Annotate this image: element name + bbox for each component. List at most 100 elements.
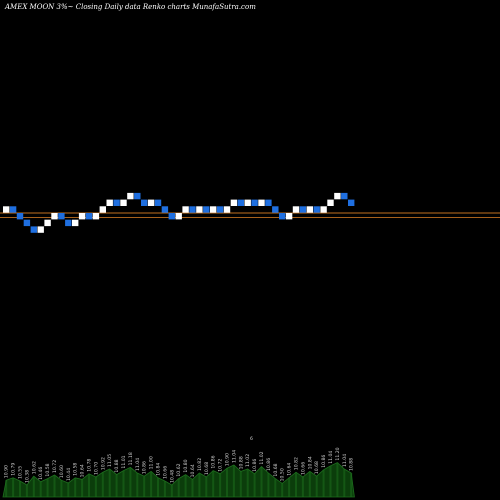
volume-bar bbox=[212, 470, 215, 497]
volume-bar bbox=[157, 477, 159, 497]
renko-brick bbox=[223, 206, 231, 213]
volume-bar bbox=[60, 480, 63, 497]
volume-label: 10.38 bbox=[24, 470, 30, 483]
volume-bar bbox=[267, 473, 270, 497]
volume-label: 10.55 bbox=[18, 466, 24, 479]
renko-brick bbox=[313, 206, 320, 213]
volume-label: 10.78 bbox=[87, 459, 93, 472]
renko-brick bbox=[23, 219, 31, 227]
volume-bar bbox=[343, 469, 346, 497]
volume-bar bbox=[163, 481, 166, 497]
volume-label: 10.66 bbox=[162, 466, 168, 479]
volume-label: 10.64 bbox=[80, 464, 86, 477]
volume-label: 10.72 bbox=[52, 460, 58, 473]
renko-brick bbox=[65, 219, 72, 227]
volume-label: 11.04 bbox=[135, 458, 141, 471]
renko-brick bbox=[147, 199, 155, 206]
renko-brick bbox=[341, 192, 348, 200]
volume-bar bbox=[198, 473, 201, 497]
volume-bar bbox=[108, 469, 111, 497]
renko-brick bbox=[120, 199, 127, 206]
volume-label: 11.02 bbox=[259, 451, 265, 464]
volume-bar bbox=[253, 473, 256, 497]
volume-bar bbox=[5, 480, 8, 497]
volume-bar bbox=[81, 479, 84, 497]
volume-label: 10.62 bbox=[176, 463, 182, 476]
volume-bar bbox=[46, 478, 49, 497]
renko-brick bbox=[265, 199, 272, 206]
volume-bar bbox=[205, 477, 208, 497]
volume-label: 10.58 bbox=[73, 463, 79, 476]
volume-label: 10.86 bbox=[252, 459, 258, 472]
volume-bar bbox=[115, 474, 118, 497]
renko-brick bbox=[106, 199, 113, 206]
volume-bar bbox=[219, 473, 222, 497]
renko-brick bbox=[3, 206, 10, 213]
chart-title: AMEX MOON 3%~ Closing Daily data Renko c… bbox=[4, 3, 256, 11]
volume-label: 10.86 bbox=[321, 455, 327, 468]
renko-brick bbox=[244, 199, 251, 206]
volume-bar bbox=[308, 471, 311, 497]
renko-brick bbox=[320, 206, 327, 213]
volume-label: 10.86 bbox=[211, 455, 217, 468]
renko-brick bbox=[230, 199, 238, 206]
renko-brick bbox=[30, 226, 37, 233]
volume-bar bbox=[329, 465, 332, 497]
renko-brick bbox=[37, 226, 44, 233]
renko-bricks bbox=[3, 192, 355, 233]
volume-label: 10.86 bbox=[266, 458, 272, 471]
volume-label: 10.84 bbox=[156, 463, 162, 476]
volume-bar bbox=[350, 473, 353, 497]
volume-panel bbox=[2, 462, 355, 498]
volume-label: 10.79 bbox=[11, 463, 17, 476]
renko-brick bbox=[327, 199, 334, 206]
volume-bar bbox=[101, 472, 104, 497]
volume-label: 10.68 bbox=[204, 462, 210, 475]
volume-bar bbox=[122, 470, 125, 497]
volume-label: 10.90 bbox=[4, 465, 10, 478]
renko-brick bbox=[44, 219, 51, 227]
renko-brick bbox=[279, 213, 286, 220]
volume-label: 10.64 bbox=[190, 464, 196, 477]
volume-bar bbox=[39, 481, 42, 497]
volume-label: 11.18 bbox=[128, 452, 134, 465]
renko-brick bbox=[196, 206, 203, 213]
volume-bar bbox=[184, 474, 187, 497]
volume-label: 11.05 bbox=[107, 454, 113, 467]
volume-label: 10.64 bbox=[287, 463, 293, 476]
renko-brick bbox=[58, 213, 65, 220]
renko-brick bbox=[168, 213, 175, 220]
renko-brick bbox=[72, 219, 79, 227]
volume-label: 10.48 bbox=[169, 470, 175, 483]
volume-label: 11.02 bbox=[245, 454, 251, 467]
renko-brick bbox=[9, 206, 17, 213]
volume-label: 10.88 bbox=[349, 458, 355, 471]
renko-brick bbox=[99, 206, 106, 213]
volume-bar bbox=[260, 466, 263, 497]
volume-bar bbox=[129, 467, 132, 497]
volume-bar bbox=[336, 462, 339, 497]
renko-brick bbox=[203, 206, 210, 213]
volume-label: 10.68 bbox=[273, 463, 279, 476]
volume-label: 10.70 bbox=[93, 462, 99, 475]
volume-label: 10.58 bbox=[45, 463, 51, 476]
volume-label: 10.88 bbox=[238, 456, 244, 469]
volume-bar bbox=[67, 483, 70, 497]
volume-label: 10.82 bbox=[197, 458, 203, 471]
volume-bar bbox=[94, 477, 97, 497]
renko-brick bbox=[189, 206, 196, 213]
volume-bar bbox=[150, 471, 153, 497]
volume-bar bbox=[136, 473, 139, 497]
renko-brick bbox=[154, 199, 162, 206]
volume-label: 10.46 bbox=[38, 467, 44, 480]
volume-label: 10.72 bbox=[218, 459, 224, 472]
renko-brick bbox=[348, 199, 355, 206]
renko-brick bbox=[299, 206, 307, 213]
volume-label: 11.01 bbox=[121, 455, 127, 468]
volume-label: 11.00 bbox=[149, 456, 155, 469]
volume-label: 10.82 bbox=[294, 457, 300, 470]
volume-label: 10.90 bbox=[225, 453, 231, 466]
volume-bar bbox=[315, 476, 318, 497]
